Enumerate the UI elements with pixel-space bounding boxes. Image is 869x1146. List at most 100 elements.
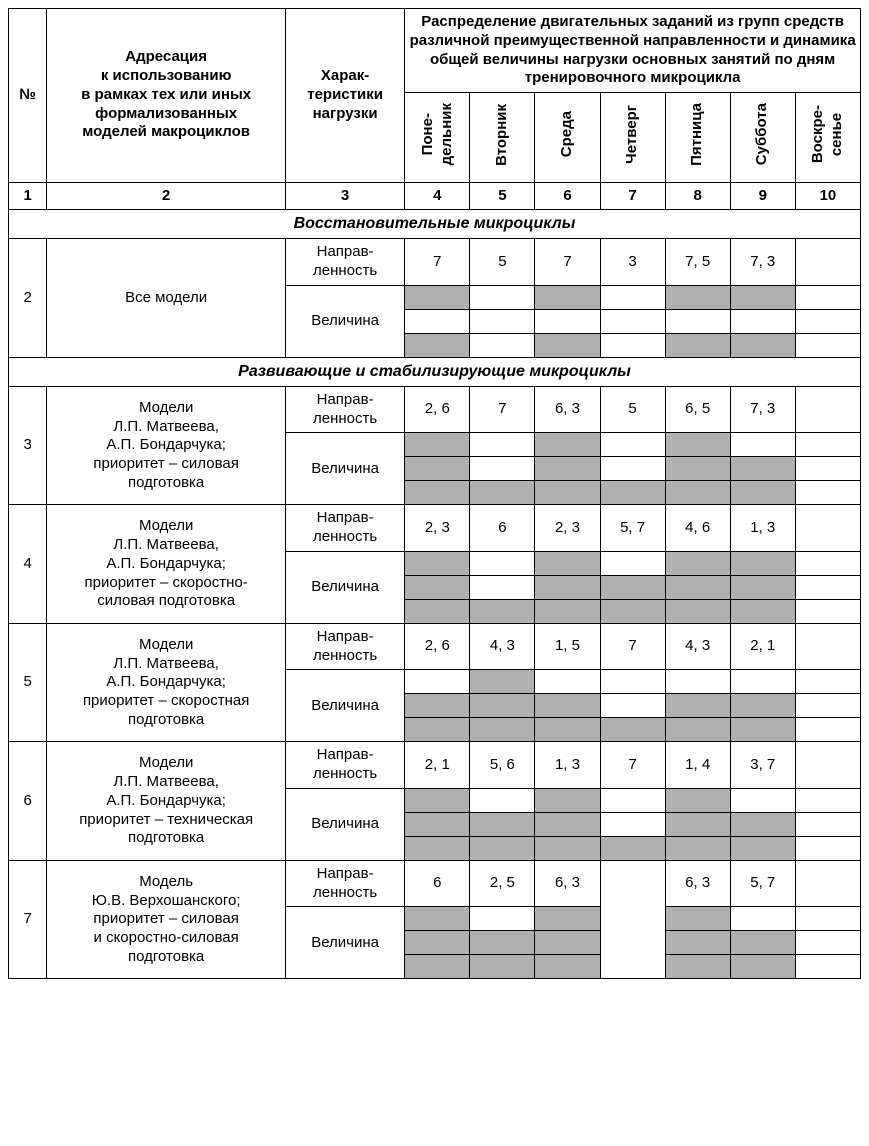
- row-5-mag0-d6: [795, 670, 860, 694]
- hdr-day-4: Пятница: [665, 93, 730, 183]
- row-6-mag2-d4: [665, 836, 730, 860]
- row-6-day4: 1, 4: [665, 742, 730, 789]
- row-3-day3: 5: [600, 386, 665, 433]
- row-5-mag2-d5: [730, 718, 795, 742]
- row-6-mag1-d2: [535, 812, 600, 836]
- row-3-mag0-d5: [730, 433, 795, 457]
- row-4-mag0-d3: [600, 551, 665, 575]
- row-4-mag2-d0: [405, 599, 470, 623]
- row-6-mag0-d3: [600, 788, 665, 812]
- row-5-velich-label: Величина: [285, 670, 404, 742]
- row-2-mag0-d5: [730, 285, 795, 309]
- row-3-num: 3: [9, 386, 47, 505]
- row-2-napravl-label: Направ-ленность: [285, 239, 404, 286]
- row-4-mag0-d5: [730, 551, 795, 575]
- row-2-mag2-d6: [795, 333, 860, 357]
- row-3-mag2-d1: [470, 481, 535, 505]
- row-2-day5: 7, 3: [730, 239, 795, 286]
- hdr-addressing: Адресацияк использованиюв рамках тех или…: [47, 9, 286, 183]
- row-6-mag1-d6: [795, 812, 860, 836]
- row-2-day2: 7: [535, 239, 600, 286]
- row-6-mag0-d1: [470, 788, 535, 812]
- row-5-mag0-d4: [665, 670, 730, 694]
- colnum-6: 7: [600, 182, 665, 210]
- row-6-napravl-label: Направ-ленность: [285, 742, 404, 789]
- row-4-napravl-label: Направ-ленность: [285, 505, 404, 552]
- row-5-mag2-d6: [795, 718, 860, 742]
- row-7-addr: МодельЮ.В. Верхошанского;приоритет – сил…: [47, 860, 286, 979]
- hdr-day-6: Воскре-сенье: [795, 93, 860, 183]
- hdr-day-2: Среда: [535, 93, 600, 183]
- row-5-day6: [795, 623, 860, 670]
- row-3-mag0-d2: [535, 433, 600, 457]
- row-5-mag2-d4: [665, 718, 730, 742]
- row-6-day0: 2, 1: [405, 742, 470, 789]
- row-5-mag1-d0: [405, 694, 470, 718]
- row-3-mag1-d5: [730, 457, 795, 481]
- colnum-5: 6: [535, 182, 600, 210]
- row-5-mag2-d0: [405, 718, 470, 742]
- row-2-mag0-d2: [535, 285, 600, 309]
- row-4-mag1-d6: [795, 575, 860, 599]
- row-3-mag0-d4: [665, 433, 730, 457]
- row-6-mag1-d1: [470, 812, 535, 836]
- row-7-day3: [600, 860, 665, 979]
- row-5-mag1-d6: [795, 694, 860, 718]
- row-7-mag0-d0: [405, 907, 470, 931]
- row-3-mag1-d3: [600, 457, 665, 481]
- row-3-mag2-d2: [535, 481, 600, 505]
- row-5-day1: 4, 3: [470, 623, 535, 670]
- hdr-day-1: Вторник: [470, 93, 535, 183]
- row-6-mag0-d2: [535, 788, 600, 812]
- row-7-mag2-d0: [405, 955, 470, 979]
- row-5-day5: 2, 1: [730, 623, 795, 670]
- row-5-mag0-d0: [405, 670, 470, 694]
- row-3-day4: 6, 5: [665, 386, 730, 433]
- row-7-velich-label: Величина: [285, 907, 404, 979]
- colnum-2: 3: [285, 182, 404, 210]
- row-6-mag0-d4: [665, 788, 730, 812]
- row-3-day5: 7, 3: [730, 386, 795, 433]
- colnum-3: 4: [405, 182, 470, 210]
- hdr-day-3: Четверг: [600, 93, 665, 183]
- row-6-day2: 1, 3: [535, 742, 600, 789]
- colnum-1: 2: [47, 182, 286, 210]
- row-7-mag0-d6: [795, 907, 860, 931]
- row-4-mag2-d2: [535, 599, 600, 623]
- row-4-mag0-d6: [795, 551, 860, 575]
- row-2-mag2-d4: [665, 333, 730, 357]
- row-7-mag0-d2: [535, 907, 600, 931]
- row-2-mag1-d3: [600, 309, 665, 333]
- colnum-4: 5: [470, 182, 535, 210]
- row-2-mag0-d6: [795, 285, 860, 309]
- row-5-mag0-d1: [470, 670, 535, 694]
- row-5-mag1-d5: [730, 694, 795, 718]
- row-6-mag0-d6: [795, 788, 860, 812]
- row-4-mag0-d2: [535, 551, 600, 575]
- row-7-mag2-d1: [470, 955, 535, 979]
- row-2-mag0-d3: [600, 285, 665, 309]
- row-3-mag0-d3: [600, 433, 665, 457]
- row-2-mag0-d0: [405, 285, 470, 309]
- section-0: Восстановительные микроциклы: [9, 210, 861, 239]
- row-5-num: 5: [9, 623, 47, 742]
- row-4-mag1-d0: [405, 575, 470, 599]
- row-4-day3: 5, 7: [600, 505, 665, 552]
- row-5-mag0-d2: [535, 670, 600, 694]
- row-3-mag2-d4: [665, 481, 730, 505]
- colnum-0: 1: [9, 182, 47, 210]
- row-3-mag0-d1: [470, 433, 535, 457]
- row-2-day4: 7, 5: [665, 239, 730, 286]
- row-5-mag1-d1: [470, 694, 535, 718]
- row-5-mag0-d3: [600, 670, 665, 694]
- row-7-day4: 6, 3: [665, 860, 730, 907]
- row-5-mag1-d4: [665, 694, 730, 718]
- row-2-mag2-d5: [730, 333, 795, 357]
- row-3-mag1-d1: [470, 457, 535, 481]
- row-4-day4: 4, 6: [665, 505, 730, 552]
- row-4-mag2-d5: [730, 599, 795, 623]
- row-7-mag1-d0: [405, 931, 470, 955]
- row-7-mag0-d4: [665, 907, 730, 931]
- row-2-mag1-d1: [470, 309, 535, 333]
- row-5-napravl-label: Направ-ленность: [285, 623, 404, 670]
